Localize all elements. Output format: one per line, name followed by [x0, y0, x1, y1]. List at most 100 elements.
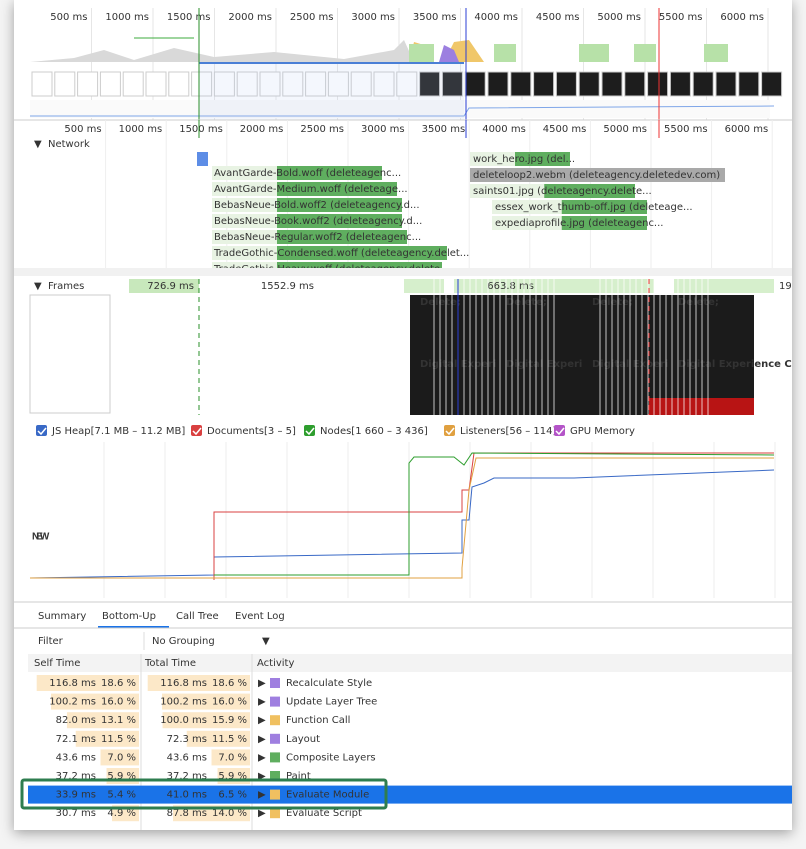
- legend-label[interactable]: Listeners[56 – 114]: [460, 426, 557, 437]
- activity[interactable]: Layout: [286, 734, 320, 745]
- time-bar: [75, 730, 139, 747]
- request-bar: [277, 198, 402, 212]
- filmstrip-frame: [510, 71, 532, 97]
- self-percent: 5.4 %: [107, 790, 136, 801]
- track-label[interactable]: Network: [48, 139, 90, 150]
- self-percent: 11.5 %: [101, 734, 136, 745]
- legend-checkbox[interactable]: [554, 425, 565, 436]
- category-swatch: [270, 789, 280, 800]
- ruler-label: 6000 ms: [725, 124, 769, 135]
- activity[interactable]: Paint: [286, 771, 311, 782]
- cpu-paint: [494, 44, 516, 62]
- request-label[interactable]: TradeGothic-Condensed.woff (deleteagency…: [213, 248, 469, 259]
- activity[interactable]: Update Layer Tree: [286, 697, 377, 708]
- filmstrip-frame: [145, 71, 167, 97]
- track-label[interactable]: Frames: [48, 281, 84, 292]
- time-bar: [51, 693, 139, 710]
- activity[interactable]: Evaluate Script: [286, 808, 362, 819]
- tab[interactable]: Bottom-Up: [102, 611, 156, 622]
- activity[interactable]: Recalculate Style: [286, 678, 372, 689]
- frame-bar: [674, 279, 774, 293]
- frame-thumb: [496, 295, 582, 415]
- expand-arrow: ▶: [258, 752, 266, 763]
- filmstrip-frame: [236, 71, 258, 97]
- request-label[interactable]: BebasNeue-Regular.woff2 (deleteagenc...: [214, 232, 421, 243]
- grouping-select[interactable]: No Grouping: [152, 636, 215, 647]
- legend-label[interactable]: Documents[3 – 5]: [207, 426, 296, 437]
- self-time: 43.6 ms: [56, 752, 96, 763]
- cpu-paint: [634, 44, 656, 62]
- total-percent: 11.5 %: [212, 734, 247, 745]
- check: [555, 427, 565, 436]
- filmstrip-frame: [259, 71, 281, 97]
- thumb-heading: Digital Experience Creation: [678, 359, 792, 370]
- filter-input[interactable]: Filter: [38, 636, 64, 647]
- cpu-paint: [409, 44, 434, 62]
- activity[interactable]: Evaluate Module: [286, 790, 369, 801]
- category-swatch: [270, 733, 280, 744]
- tab[interactable]: Summary: [38, 611, 86, 622]
- request-label[interactable]: essex_work_thumb-off.jpg (deleteage...: [495, 202, 693, 213]
- time-bar: [147, 675, 250, 691]
- legend-checkbox[interactable]: [304, 425, 315, 436]
- legend-checkbox[interactable]: [191, 425, 202, 436]
- tab[interactable]: Call Tree: [176, 611, 219, 622]
- self-time: 116.8 ms: [49, 678, 96, 689]
- request-label[interactable]: AvantGarde-Medium.woff (deleteage...: [214, 184, 408, 195]
- self-time: 33.9 ms: [56, 790, 96, 801]
- legend-checkbox[interactable]: [444, 425, 455, 436]
- new-badge: NEW: [32, 532, 50, 543]
- total-percent: 18.6 %: [212, 678, 247, 689]
- legend-label[interactable]: Nodes[1 660 – 3 436]: [320, 426, 428, 437]
- filmstrip-frame: [578, 71, 600, 97]
- total-time: 41.0 ms: [167, 790, 207, 801]
- filmstrip-frame: [122, 71, 144, 97]
- expand-arrow: ▶: [258, 790, 266, 801]
- legend-label[interactable]: JS Heap[7.1 MB – 11.2 MB]: [51, 426, 185, 437]
- request-label[interactable]: expediaprofile.jpg (deleteagenc...: [495, 218, 663, 229]
- filmstrip-frame: [761, 71, 783, 97]
- column-header[interactable]: Activity: [257, 658, 294, 669]
- filmstrip-frame: [350, 71, 372, 97]
- total-time: 87.8 ms: [167, 808, 207, 819]
- request-bar: [470, 168, 725, 182]
- column-header[interactable]: Total Time: [144, 658, 196, 669]
- request-label[interactable]: BebasNeue-Book.woff2 (deleteagency.d...: [214, 216, 422, 227]
- splitter: [14, 268, 792, 276]
- ruler-label: 5000 ms: [597, 12, 641, 23]
- ruler-label: 4500 ms: [536, 12, 580, 23]
- request-label[interactable]: BebasNeue-Bold.woff2 (deleteagency.d...: [214, 200, 420, 211]
- activity[interactable]: Function Call: [286, 715, 350, 726]
- total-percent: 7.0 %: [218, 752, 247, 763]
- column-header[interactable]: Self Time: [34, 658, 80, 669]
- request-wait: [492, 216, 562, 230]
- request-label[interactable]: AvantGarde-Bold.woff (deleteagenc...: [214, 168, 401, 179]
- request-wait: [470, 152, 515, 166]
- tab[interactable]: Event Log: [235, 611, 285, 622]
- request-label[interactable]: work_hero.jpg (del...: [473, 154, 575, 165]
- legend-label[interactable]: GPU Memory: [570, 426, 635, 437]
- request-bar: [277, 246, 447, 260]
- self-percent: 13.1 %: [101, 715, 136, 726]
- self-percent: 7.0 %: [107, 752, 136, 763]
- frame-duration: 663.8 ms: [487, 281, 534, 292]
- filmstrip-frame: [624, 71, 646, 97]
- time-bar: [66, 712, 139, 729]
- request-label[interactable]: deleteloop2.webm (deleteagency.deletedev…: [473, 170, 720, 181]
- ruler-label: 500 ms: [64, 124, 101, 135]
- activity[interactable]: Composite Layers: [286, 752, 376, 763]
- cpu-activity: [30, 40, 414, 62]
- ruler-label: 1500 ms: [167, 12, 211, 23]
- request-wait: [470, 184, 545, 198]
- self-percent: 4.9 %: [107, 808, 136, 819]
- ruler-label: 2000 ms: [240, 124, 284, 135]
- time-bar: [36, 675, 140, 691]
- category-swatch: [270, 808, 280, 819]
- request-wait: [212, 230, 277, 244]
- filmstrip-frame: [464, 71, 486, 97]
- request-label[interactable]: saints01.jpg (deleteagency.delete...: [473, 186, 652, 197]
- legend-checkbox[interactable]: [36, 425, 47, 436]
- check: [37, 427, 47, 436]
- cpu-paint: [579, 44, 609, 62]
